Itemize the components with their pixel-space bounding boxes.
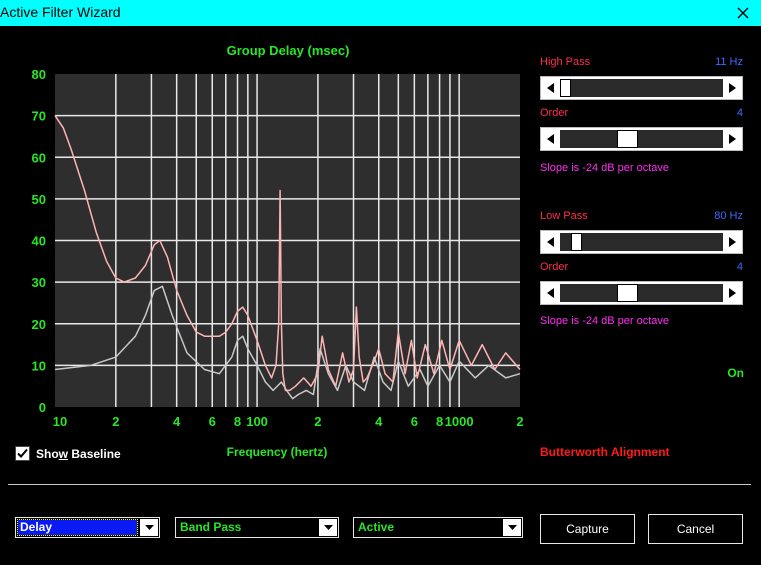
- high-pass-order-left-button[interactable]: [542, 129, 560, 149]
- cancel-button[interactable]: Cancel: [648, 514, 743, 544]
- arrow-left-icon: [547, 237, 554, 247]
- low-pass-order-track[interactable]: [560, 284, 723, 302]
- high-pass-order-slider[interactable]: [540, 127, 743, 151]
- high-pass-label: High Pass: [540, 56, 591, 68]
- baseline-series-line: [54, 285, 521, 400]
- y-tick-label: 50: [32, 192, 46, 207]
- arrow-right-icon: [729, 134, 736, 144]
- x-tick-label: 8: [436, 414, 443, 429]
- capture-button[interactable]: Capture: [540, 514, 635, 544]
- filter-type-dropdown-button[interactable]: [319, 519, 337, 536]
- filter-kind-dropdown[interactable]: Active: [353, 517, 523, 538]
- show-baseline-label: Show Baseline: [36, 446, 121, 461]
- y-tick-label: 20: [32, 317, 46, 332]
- measure-dropdown-value: Delay: [17, 519, 138, 536]
- close-icon: [737, 7, 748, 19]
- low-pass-left-button[interactable]: [542, 232, 560, 252]
- filter-type-dropdown-value: Band Pass: [180, 520, 242, 534]
- filter-kind-dropdown-button[interactable]: [503, 519, 521, 536]
- low-pass-track[interactable]: [560, 233, 723, 251]
- x-tick-label: 1000: [445, 414, 474, 429]
- plot-area: [55, 74, 520, 407]
- high-pass-value: 11 Hz: [715, 56, 743, 68]
- high-pass-slope: Slope is -24 dB per octave: [540, 162, 670, 174]
- arrow-right-icon: [729, 288, 736, 298]
- low-pass-order-right-button[interactable]: [723, 283, 741, 303]
- x-tick-label: 2: [516, 414, 523, 429]
- x-tick-label: 2: [314, 414, 321, 429]
- chevron-down-icon: [323, 524, 333, 530]
- low-pass-slider[interactable]: [540, 230, 743, 254]
- high-pass-left-button[interactable]: [542, 78, 560, 98]
- low-pass-slope: Slope is -24 dB per octave: [540, 315, 670, 327]
- x-tick-label: 8: [234, 414, 241, 429]
- y-tick-label: 70: [32, 109, 46, 124]
- arrow-left-icon: [547, 83, 554, 93]
- checkmark-icon: [17, 448, 28, 458]
- low-pass-value: 80 Hz: [714, 210, 743, 222]
- arrow-left-icon: [547, 288, 554, 298]
- low-pass-order-label: Order: [540, 261, 569, 273]
- low-pass-order-value: 4: [736, 261, 743, 273]
- high-pass-order-value: 4: [736, 107, 743, 119]
- x-tick-label: 6: [411, 414, 418, 429]
- y-tick-label: 10: [32, 358, 46, 373]
- chart-title: Group Delay (msec): [226, 43, 350, 58]
- low-pass-label: Low Pass: [540, 210, 588, 222]
- high-pass-order-right-button[interactable]: [723, 129, 741, 149]
- x-tick-label: 6: [209, 414, 216, 429]
- filter-type-dropdown[interactable]: Band Pass: [175, 517, 339, 538]
- window-title: Active Filter Wizard: [0, 4, 121, 20]
- filtered-series-line: [54, 115, 521, 392]
- x-tick-label: 2: [112, 414, 119, 429]
- high-pass-track[interactable]: [560, 79, 723, 97]
- show-baseline-checkbox[interactable]: Show Baseline: [15, 446, 121, 461]
- y-tick-label: 60: [32, 150, 46, 165]
- high-pass-right-button[interactable]: [723, 78, 741, 98]
- low-pass-thumb[interactable]: [571, 233, 582, 251]
- x-tick-label: 4: [173, 414, 181, 429]
- low-pass-order-left-button[interactable]: [542, 283, 560, 303]
- arrow-left-icon: [547, 134, 554, 144]
- measure-dropdown-button[interactable]: [140, 519, 158, 536]
- chevron-down-icon: [144, 524, 154, 530]
- y-tick-label: 40: [32, 234, 46, 249]
- high-pass-thumb[interactable]: [560, 79, 571, 97]
- high-pass-order-track[interactable]: [560, 130, 723, 148]
- low-pass-order-slider[interactable]: [540, 281, 743, 305]
- title-bar: Active Filter Wizard: [0, 0, 761, 26]
- measure-dropdown[interactable]: Delay: [15, 517, 160, 538]
- low-pass-right-button[interactable]: [723, 232, 741, 252]
- high-pass-order-thumb[interactable]: [617, 130, 638, 148]
- arrow-right-icon: [729, 83, 736, 93]
- x-tick-label: 100: [246, 414, 268, 429]
- filter-kind-dropdown-value: Active: [358, 520, 395, 534]
- divider: [8, 484, 751, 485]
- close-button[interactable]: [724, 0, 761, 26]
- x-tick-label: 10: [53, 414, 67, 429]
- on-status: On: [727, 366, 744, 380]
- y-tick-label: 0: [39, 400, 46, 415]
- y-tick-label: 30: [32, 275, 46, 290]
- chevron-down-icon: [507, 524, 517, 530]
- x-axis-title: Frequency (hertz): [226, 445, 328, 459]
- high-pass-order-label: Order: [540, 107, 569, 119]
- alignment-label: Butterworth Alignment: [540, 445, 670, 459]
- x-tick-label: 4: [375, 414, 383, 429]
- high-pass-slider[interactable]: [540, 76, 743, 100]
- arrow-right-icon: [729, 237, 736, 247]
- checkbox-box[interactable]: [15, 446, 30, 461]
- y-tick-label: 80: [32, 67, 46, 82]
- low-pass-order-thumb[interactable]: [617, 284, 638, 302]
